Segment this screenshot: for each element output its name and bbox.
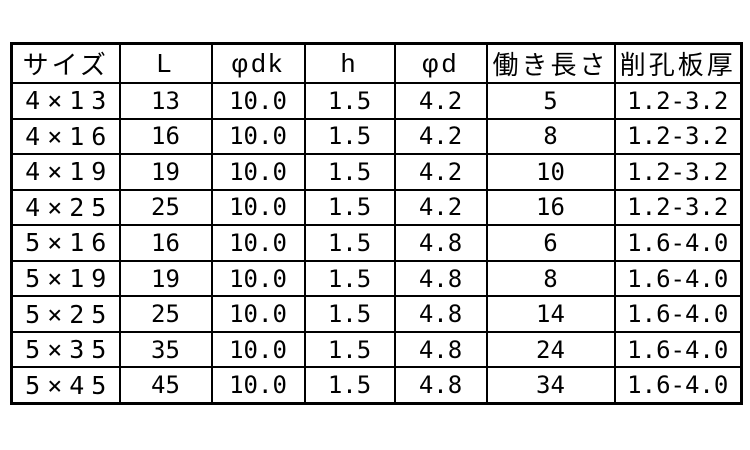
table-cell: 13 — [118, 82, 213, 120]
table-cell: 4×16 — [10, 117, 121, 156]
table-cell: 10.0 — [210, 295, 306, 333]
table-row: 5×16 16 10.0 1.5 4.8 6 1.6-4.0 — [10, 224, 743, 262]
table-cell: 4.2 — [393, 82, 488, 120]
table-cell: 8 — [485, 259, 616, 298]
table-cell: 1.2-3.2 — [613, 82, 743, 120]
table-cell: 25 — [118, 188, 213, 227]
table-cell: 10.0 — [210, 82, 306, 120]
table-cell: 1.5 — [303, 259, 396, 298]
table-row: 4×13 13 10.0 1.5 4.2 5 1.2-3.2 — [10, 82, 743, 120]
table-cell: 19 — [118, 153, 213, 191]
table-cell: 4.2 — [393, 153, 488, 191]
table-cell: 5×19 — [10, 259, 121, 298]
table-cell: 10.0 — [210, 259, 306, 298]
table-cell: 8 — [485, 117, 616, 156]
table-row: 5×25 25 10.0 1.5 4.8 14 1.6-4.0 — [10, 295, 743, 333]
table-cell: 1.5 — [303, 188, 396, 227]
table-cell: 1.5 — [303, 82, 396, 120]
table-row: 4×25 25 10.0 1.5 4.2 16 1.2-3.2 — [10, 188, 743, 227]
table-cell: 14 — [485, 295, 616, 333]
table-cell: 34 — [485, 366, 616, 405]
table-cell: 45 — [118, 366, 213, 405]
header-cell: φd — [393, 42, 488, 84]
table-cell: 1.2-3.2 — [613, 188, 743, 227]
table-cell: 1.6-4.0 — [613, 366, 743, 405]
table-cell: 10.0 — [210, 330, 306, 369]
table-row: 5×45 45 10.0 1.5 4.8 34 1.6-4.0 — [10, 366, 743, 405]
table-cell: 1.5 — [303, 366, 396, 405]
table-cell: 10 — [485, 153, 616, 191]
table-cell: 1.5 — [303, 330, 396, 369]
table-cell: 10.0 — [210, 153, 306, 191]
table-cell: 4.2 — [393, 188, 488, 227]
table-cell: 6 — [485, 224, 616, 262]
table-cell: 1.6-4.0 — [613, 295, 743, 333]
table-row: 4×16 16 10.0 1.5 4.2 8 1.2-3.2 — [10, 117, 743, 156]
table-cell: 35 — [118, 330, 213, 369]
table-cell: 1.5 — [303, 224, 396, 262]
table-cell: 10.0 — [210, 117, 306, 156]
table-cell: 25 — [118, 295, 213, 333]
table-cell: 5×45 — [10, 366, 121, 405]
table-cell: 4×19 — [10, 153, 121, 191]
table-cell: 10.0 — [210, 224, 306, 262]
table-cell: 4.8 — [393, 330, 488, 369]
table-cell: 24 — [485, 330, 616, 369]
header-cell: 働き長さ — [485, 42, 616, 84]
table-cell: 4.2 — [393, 117, 488, 156]
header-cell: L — [118, 42, 213, 84]
table-cell: 1.6-4.0 — [613, 259, 743, 298]
header-cell: サイズ — [10, 42, 121, 84]
table-cell: 10.0 — [210, 188, 306, 227]
table-cell: 5×35 — [10, 330, 121, 369]
table-cell: 19 — [118, 259, 213, 298]
header-cell: 削孔板厚 — [613, 42, 743, 84]
table-cell: 4.8 — [393, 259, 488, 298]
table-cell: 1.2-3.2 — [613, 153, 743, 191]
table-cell: 1.2-3.2 — [613, 117, 743, 156]
table-row: 5×35 35 10.0 1.5 4.8 24 1.6-4.0 — [10, 330, 743, 369]
table-cell: 1.5 — [303, 117, 396, 156]
table-body: 4×13 13 10.0 1.5 4.2 5 1.2-3.2 4×16 16 10.0 1.5 4.2… — [10, 82, 743, 405]
table-cell: 4.8 — [393, 295, 488, 333]
table-cell: 5 — [485, 82, 616, 120]
table-cell: 5×16 — [10, 224, 121, 262]
header-cell: h — [303, 42, 396, 84]
table-cell: 4.8 — [393, 224, 488, 262]
table-cell: 4×25 — [10, 188, 121, 227]
table-cell: 4.8 — [393, 366, 488, 405]
table-cell: 1.6-4.0 — [613, 224, 743, 262]
table-cell: 10.0 — [210, 366, 306, 405]
table-cell: 1.6-4.0 — [613, 330, 743, 369]
table-cell: 4×13 — [10, 82, 121, 120]
table-cell: 1.5 — [303, 295, 396, 333]
table-cell: 5×25 — [10, 295, 121, 333]
table-cell: 16 — [118, 117, 213, 156]
table-cell: 1.5 — [303, 153, 396, 191]
table-row: 4×19 19 10.0 1.5 4.2 10 1.2-3.2 — [10, 153, 743, 191]
table-row: 5×19 19 10.0 1.5 4.8 8 1.6-4.0 — [10, 259, 743, 298]
header-cell: φdk — [210, 42, 306, 84]
table-cell: 16 — [118, 224, 213, 262]
table-cell: 16 — [485, 188, 616, 227]
